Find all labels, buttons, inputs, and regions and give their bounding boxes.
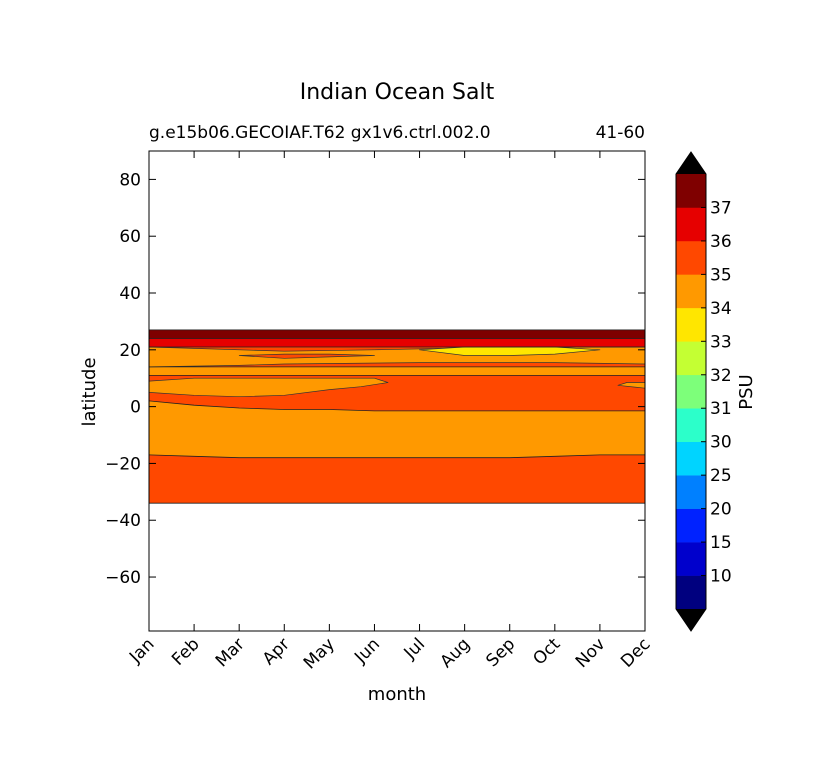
y-axis: 80 60 40 20 0 −20 −40 −60 (105, 170, 645, 588)
x-tick-label: Jun (350, 634, 384, 668)
colorbar-tick-label: 30 (710, 433, 732, 453)
x-tick-label: Apr (259, 634, 294, 669)
x-tick-label: Jul (400, 634, 429, 663)
y-tick-label: −20 (105, 454, 141, 474)
colorbar: 10 15 20 25 30 31 32 33 34 35 36 37 (675, 151, 732, 632)
plot-area (148, 150, 646, 632)
colorbar-extend-top (676, 152, 706, 174)
contour-band-4 (149, 366, 645, 376)
y-tick-label: −40 (105, 511, 141, 531)
colorbar-tick-label: 31 (710, 399, 732, 419)
colorbar-tick-label: 25 (710, 466, 732, 486)
x-tick-label: Sep (482, 634, 519, 671)
colorbar-segment-13 (676, 174, 706, 208)
colorbar-segment-10 (676, 274, 706, 309)
y-tick-label: 20 (119, 341, 141, 361)
y-tick-label: 40 (119, 284, 141, 304)
chart-title: Indian Ocean Salt (300, 80, 495, 105)
colorbar-label: PSU (736, 374, 757, 409)
colorbar-tick-label: 10 (710, 567, 732, 587)
contour-line-2 (148, 454, 645, 459)
colorbar-segment-11 (676, 240, 706, 275)
y-axis-label: latitude (79, 357, 100, 426)
x-tick-label: May (300, 634, 339, 673)
chart-subtitle-left: g.e15b06.GECOIAF.T62 gx1v6.ctrl.002.0 (149, 123, 491, 143)
colorbar-tick-label: 36 (710, 232, 732, 252)
y-tick-label: 0 (130, 398, 141, 418)
y-tick-label: 80 (119, 170, 141, 190)
colorbar-segment-9 (676, 307, 706, 342)
y-tick-label: 60 (119, 227, 141, 247)
colorbar-segment-5 (676, 441, 706, 476)
colorbar-segment-12 (676, 207, 706, 242)
colorbar-tick-label: 15 (710, 533, 732, 553)
plot-frame (148, 150, 646, 632)
colorbar-segment-8 (676, 341, 706, 376)
y-tick-label: −60 (105, 568, 141, 588)
colorbar-tick-label: 32 (710, 366, 732, 386)
colorbar-segment-7 (676, 374, 706, 409)
x-tick-label: Feb (168, 634, 203, 669)
x-tick-label: Oct (529, 634, 564, 669)
colorbar-segment-4 (676, 475, 706, 509)
colorbar-segment-3 (676, 508, 706, 543)
colorbar-outline (675, 151, 707, 632)
colorbar-extend-bottom (676, 609, 706, 631)
chart-subtitle-right: 41-60 (596, 123, 645, 143)
colorbar-segment-1 (676, 575, 706, 610)
contour-band-7 (149, 329, 645, 339)
colorbar-tick-label: 34 (710, 299, 732, 319)
x-tick-label: Mar (212, 634, 249, 671)
colorbar-tick-label: 33 (710, 332, 732, 352)
x-axis-label: month (368, 684, 426, 705)
x-tick-label: Dec (617, 634, 654, 671)
contour-line-3 (148, 400, 645, 412)
colorbar-tick-label: 35 (710, 265, 732, 285)
colorbar-segment-6 (676, 408, 706, 442)
contour-band-6 (149, 338, 645, 347)
contour-band-2 (149, 400, 645, 458)
colorbar-segment-2 (676, 542, 706, 576)
x-tick-label: Nov (572, 634, 610, 672)
x-tick-label: Aug (437, 634, 475, 672)
colorbar-tick-label: 20 (710, 500, 732, 520)
contour-feature-3 (238, 353, 375, 359)
x-tick-label: Jan (125, 634, 158, 667)
contour-band-1 (149, 454, 645, 504)
contour-feature-4 (148, 377, 389, 398)
colorbar-tick-label: 37 (710, 198, 732, 218)
